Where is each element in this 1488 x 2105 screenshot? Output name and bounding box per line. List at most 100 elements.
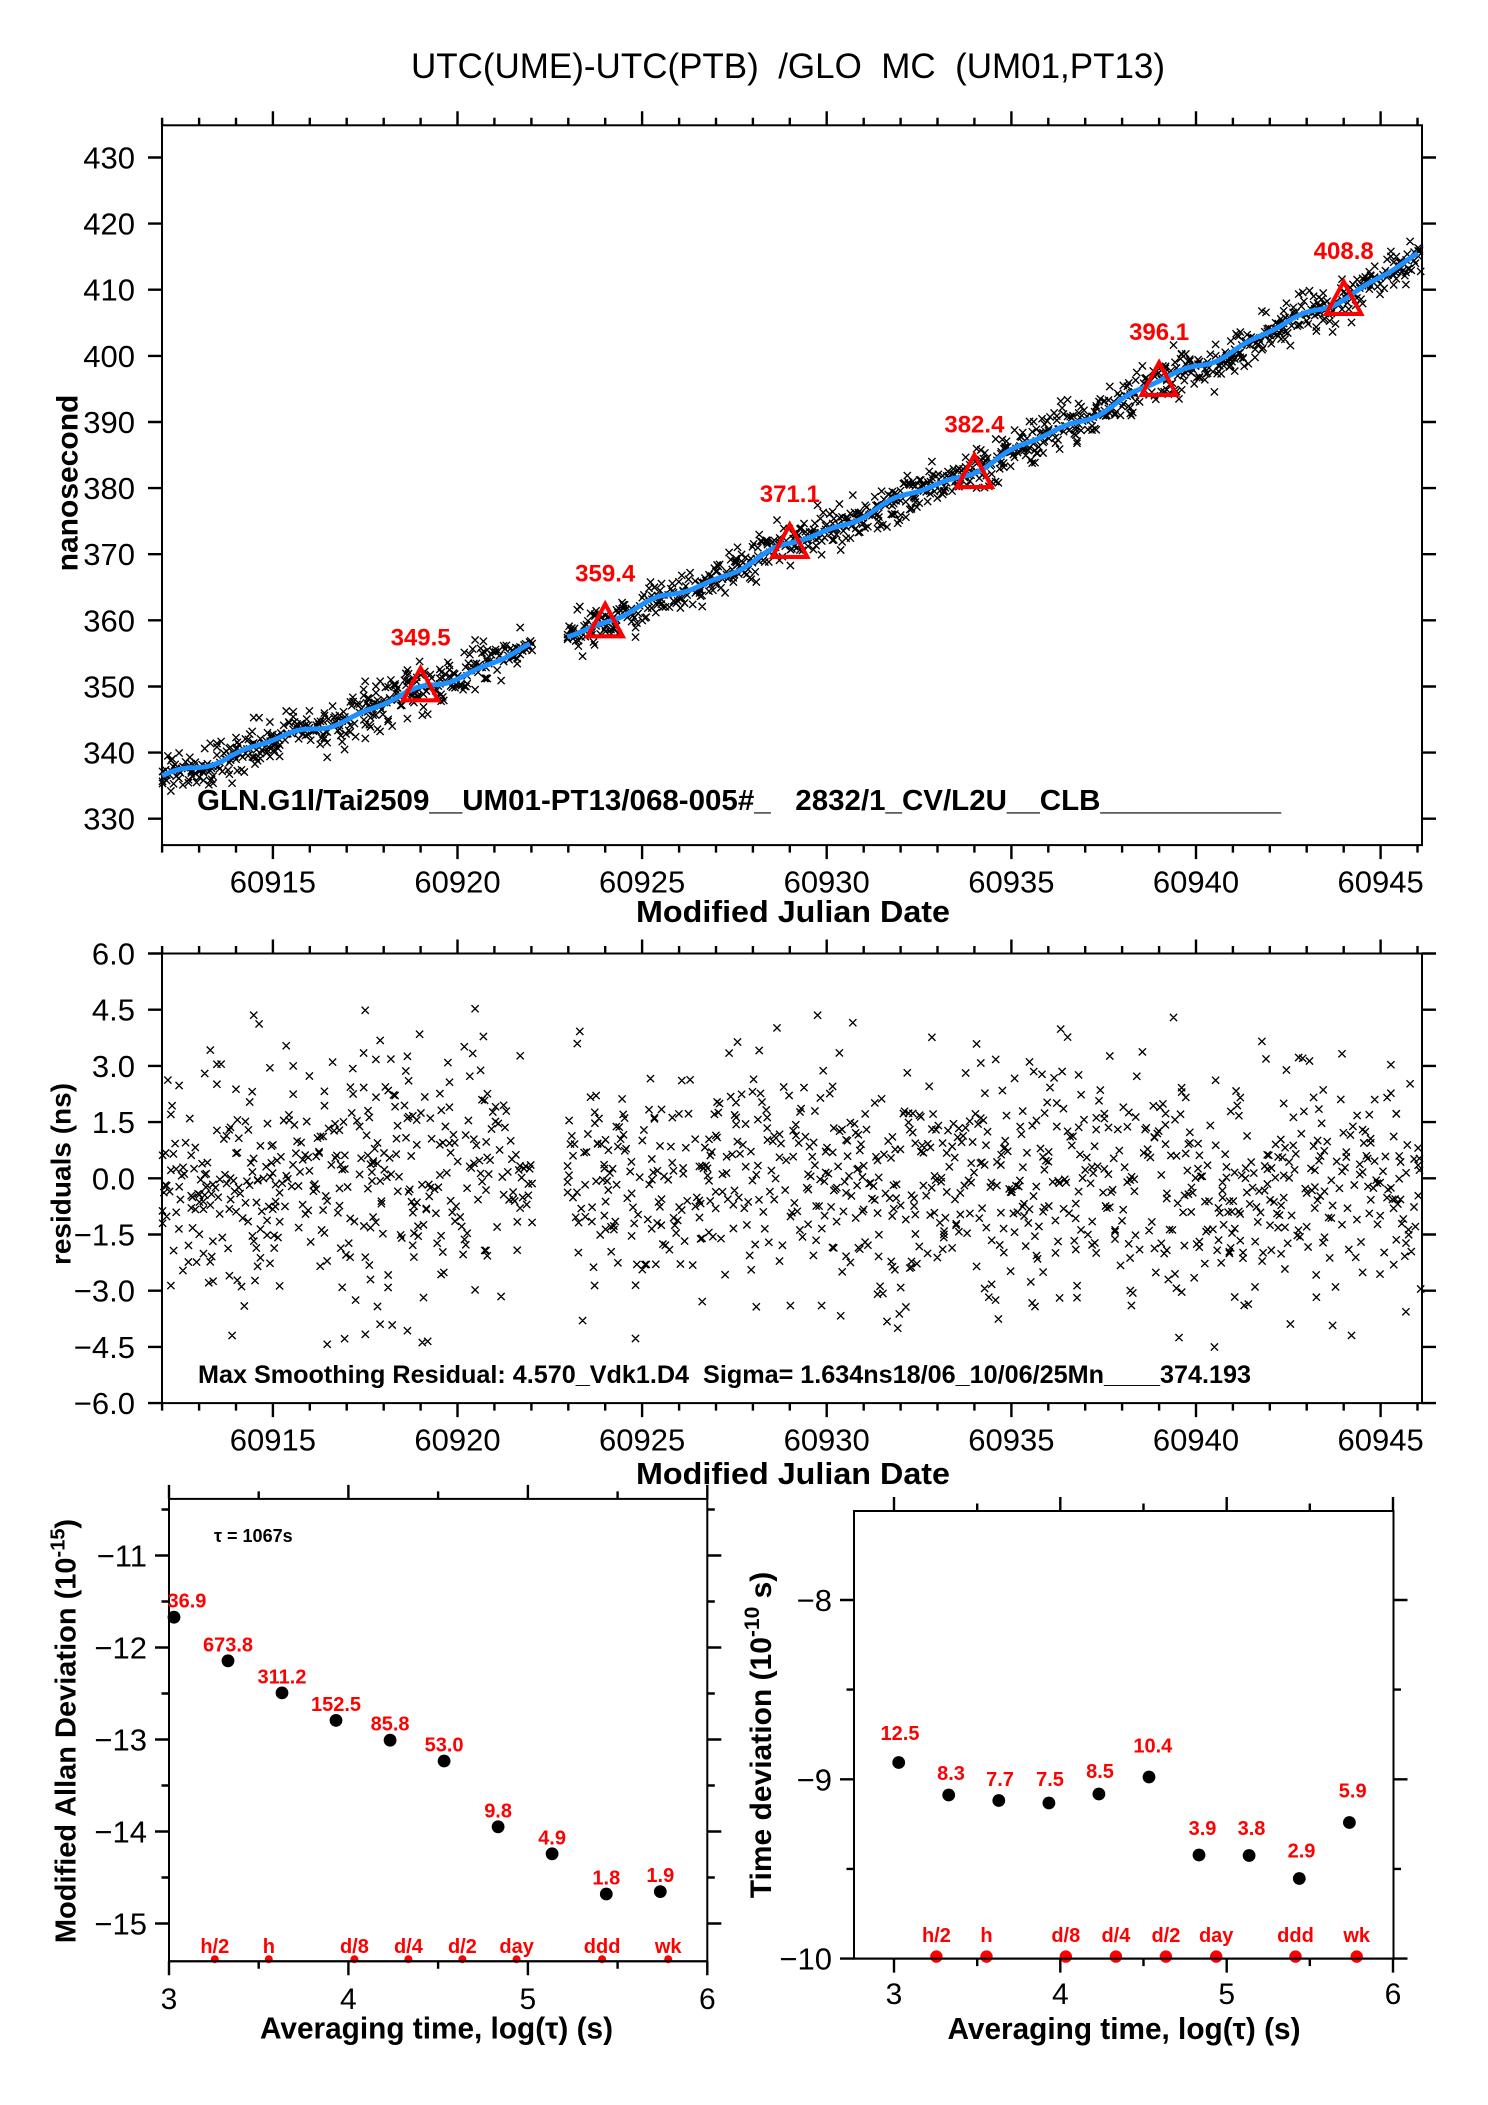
- svg-text:5: 5: [520, 1983, 537, 2016]
- svg-text:36.9: 36.9: [168, 1591, 207, 1613]
- svg-text:349.5: 349.5: [391, 625, 451, 652]
- svg-text:−11: −11: [97, 1539, 147, 1574]
- svg-text:410: 410: [83, 273, 135, 308]
- svg-text:60920: 60920: [414, 1423, 500, 1458]
- svg-text:d/8: d/8: [340, 1936, 369, 1958]
- svg-text:−1.5: −1.5: [74, 1218, 135, 1253]
- svg-text:10.4: 10.4: [1133, 1736, 1173, 1758]
- svg-text:330: 330: [83, 802, 135, 837]
- svg-text:−8: −8: [797, 1583, 832, 1618]
- svg-text:0.0: 0.0: [92, 1161, 135, 1196]
- svg-text:UTC(UME)-UTC(PTB) /GLO MC (: UTC(UME)-UTC(PTB) /GLO MC (UM01,PT13): [411, 47, 1165, 86]
- svg-text:Modified Allan Deviation (10-1: Modified Allan Deviation (10-15): [48, 1519, 83, 1943]
- svg-text:1.9: 1.9: [646, 1865, 674, 1887]
- svg-text:6: 6: [1385, 1978, 1402, 2011]
- svg-text:ddd: ddd: [1277, 1925, 1314, 1947]
- svg-text:53.0: 53.0: [425, 1735, 464, 1757]
- svg-text:60925: 60925: [599, 865, 685, 900]
- svg-text:Averaging time, log(τ) (s): Averaging time, log(τ) (s): [260, 2011, 613, 2046]
- svg-text:4.5: 4.5: [92, 993, 135, 1028]
- svg-text:8.5: 8.5: [1086, 1761, 1114, 1783]
- svg-text:5: 5: [1218, 1978, 1235, 2011]
- svg-text:day: day: [499, 1936, 534, 1958]
- svg-text:12.5: 12.5: [881, 1723, 920, 1745]
- svg-text:Averaging time, log(τ) (s): Averaging time, log(τ) (s): [948, 2011, 1301, 2046]
- svg-text:60945: 60945: [1337, 865, 1423, 900]
- svg-text:3.8: 3.8: [1238, 1818, 1266, 1840]
- svg-text:d/2: d/2: [1151, 1925, 1180, 1947]
- svg-text:nanosecond: nanosecond: [52, 395, 85, 572]
- svg-text:d/8: d/8: [1051, 1925, 1080, 1947]
- svg-text:60925: 60925: [599, 1423, 685, 1458]
- svg-text:60930: 60930: [784, 865, 870, 900]
- svg-text:h/2: h/2: [922, 1925, 951, 1947]
- svg-text:7.5: 7.5: [1036, 1769, 1064, 1791]
- svg-text:673.8: 673.8: [203, 1634, 253, 1656]
- svg-text:9.8: 9.8: [484, 1800, 512, 1822]
- svg-text:6.0: 6.0: [92, 937, 135, 972]
- svg-text:396.1: 396.1: [1129, 319, 1189, 346]
- svg-text:ddd: ddd: [584, 1936, 621, 1958]
- svg-text:60915: 60915: [230, 865, 316, 900]
- svg-text:370: 370: [83, 537, 135, 572]
- svg-text:1.5: 1.5: [92, 1105, 135, 1140]
- svg-text:−14: −14: [94, 1815, 147, 1850]
- svg-text:60920: 60920: [414, 865, 500, 900]
- svg-text:400: 400: [83, 339, 135, 374]
- svg-text:−6.0: −6.0: [74, 1386, 135, 1421]
- svg-text:day: day: [1199, 1925, 1234, 1947]
- svg-text:3: 3: [161, 1983, 178, 2016]
- svg-text:d/4: d/4: [394, 1936, 424, 1958]
- svg-text:Max Smoothing Residual: 4.570_: Max Smoothing Residual: 4.570_Vdk1.D4 Si…: [198, 1361, 1251, 1389]
- svg-text:360: 360: [83, 603, 135, 638]
- svg-text:τ = 1067s: τ = 1067s: [214, 1526, 293, 1546]
- svg-text:60935: 60935: [968, 865, 1054, 900]
- svg-text:390: 390: [83, 405, 135, 440]
- svg-text:60945: 60945: [1337, 1423, 1423, 1458]
- svg-text:408.8: 408.8: [1314, 238, 1374, 265]
- svg-text:60915: 60915: [230, 1423, 316, 1458]
- svg-text:60935: 60935: [968, 1423, 1054, 1458]
- svg-text:−10: −10: [779, 1942, 832, 1977]
- svg-text:−12: −12: [94, 1631, 147, 1666]
- svg-text:4: 4: [340, 1983, 357, 2016]
- svg-text:430: 430: [83, 141, 135, 176]
- svg-text:420: 420: [83, 207, 135, 242]
- svg-text:7.7: 7.7: [986, 1769, 1014, 1791]
- svg-text:Modified Julian Date: Modified Julian Date: [636, 1456, 950, 1491]
- svg-text:residuals (ns): residuals (ns): [46, 1083, 77, 1265]
- svg-text:−15: −15: [94, 1907, 147, 1942]
- svg-text:152.5: 152.5: [311, 1694, 361, 1716]
- svg-text:h/2: h/2: [200, 1936, 229, 1958]
- svg-text:Modified Julian Date: Modified Julian Date: [636, 894, 950, 929]
- svg-text:340: 340: [83, 736, 135, 771]
- svg-text:60940: 60940: [1153, 865, 1239, 900]
- svg-text:−9: −9: [797, 1762, 832, 1797]
- svg-text:3: 3: [886, 1978, 903, 2011]
- svg-text:380: 380: [83, 471, 135, 506]
- svg-text:3.0: 3.0: [92, 1049, 135, 1084]
- svg-text:60930: 60930: [784, 1423, 870, 1458]
- svg-text:4.9: 4.9: [538, 1827, 566, 1849]
- svg-text:h: h: [980, 1925, 992, 1947]
- svg-text:60940: 60940: [1153, 1423, 1239, 1458]
- svg-text:350: 350: [83, 670, 135, 705]
- svg-text:311.2: 311.2: [258, 1666, 307, 1688]
- svg-text:1.8: 1.8: [592, 1868, 620, 1890]
- svg-text:382.4: 382.4: [944, 411, 1005, 438]
- svg-text:−4.5: −4.5: [74, 1330, 135, 1365]
- svg-text:8.3: 8.3: [937, 1763, 965, 1785]
- svg-text:wk: wk: [654, 1936, 683, 1958]
- svg-text:6: 6: [699, 1983, 716, 2016]
- svg-text:d/2: d/2: [448, 1936, 477, 1958]
- svg-text:GLN.G1l/Tai2509__UM01-PT13/068: GLN.G1l/Tai2509__UM01-PT13/068-005#_ 283…: [197, 785, 1282, 817]
- svg-text:3.9: 3.9: [1189, 1818, 1217, 1840]
- svg-text:−3.0: −3.0: [74, 1274, 135, 1309]
- svg-text:359.4: 359.4: [575, 561, 636, 588]
- svg-text:85.8: 85.8: [371, 1714, 410, 1736]
- svg-text:d/4: d/4: [1101, 1925, 1131, 1947]
- svg-text:−13: −13: [94, 1723, 147, 1758]
- svg-text:5.9: 5.9: [1339, 1781, 1367, 1803]
- svg-text:wk: wk: [1342, 1925, 1371, 1947]
- svg-text:4: 4: [1052, 1978, 1069, 2011]
